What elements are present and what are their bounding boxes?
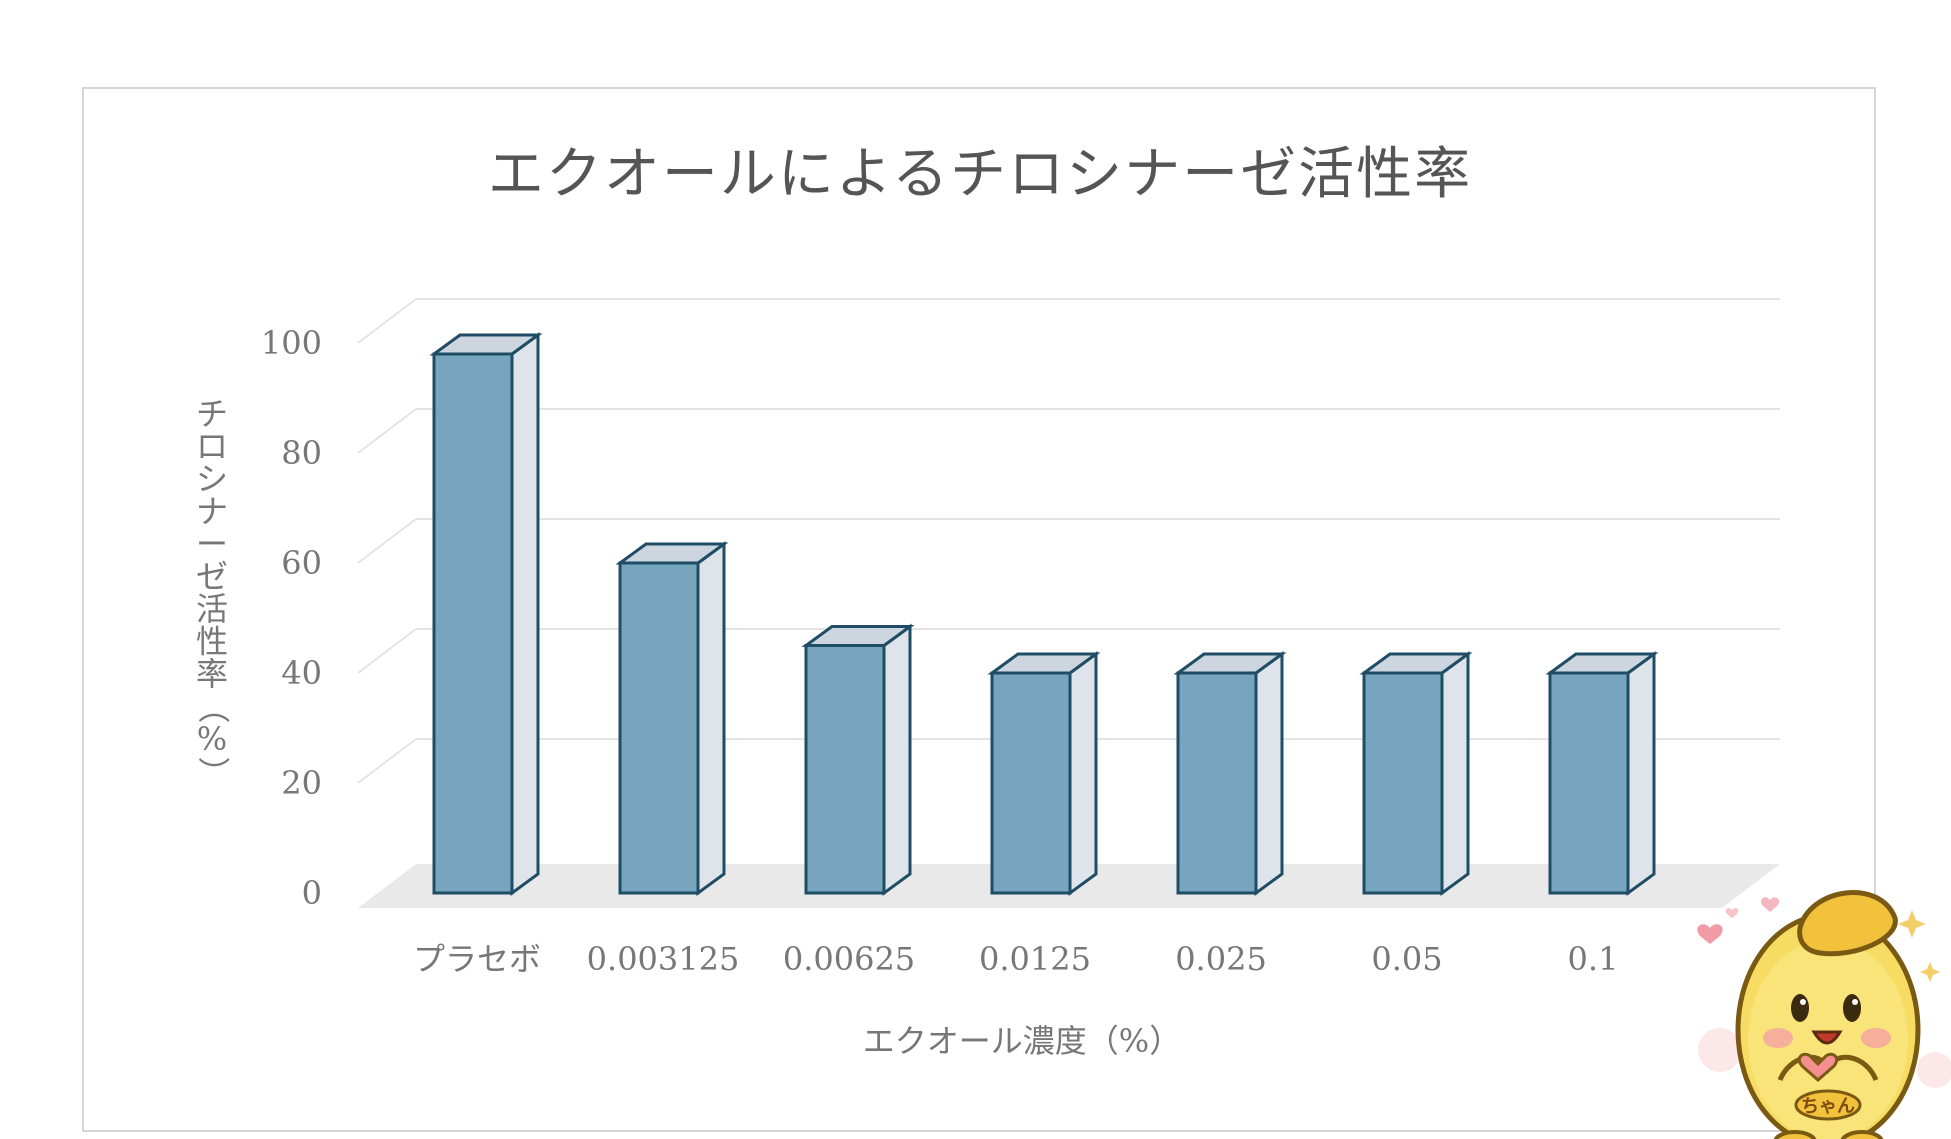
y-tick-label: 40 [281, 654, 322, 692]
bar-front-face [618, 561, 700, 895]
bar-side-face [696, 541, 726, 896]
bar-front-face [804, 644, 886, 895]
bar-front-face [1362, 671, 1444, 895]
y-axis-ticks: 0 20 40 60 80 100 [261, 324, 322, 912]
bar-front-face [1548, 671, 1630, 895]
y-axis-title-char: チ [196, 395, 228, 433]
x-tick-label: 0.0125 [979, 940, 1091, 978]
bar-side-face [1254, 651, 1284, 896]
chart-frame [82, 87, 1876, 1132]
x-tick-label: 0.1 [1568, 940, 1619, 978]
egg-mascot-icon: ちゃん [1697, 890, 1951, 1139]
y-tick-label: 60 [281, 544, 322, 582]
mascot-badge: ちゃん [1801, 1096, 1855, 1117]
gridlines [357, 298, 1780, 784]
bar [1173, 651, 1287, 896]
bar-front-face [990, 671, 1072, 895]
bar-side-face [510, 332, 540, 896]
chart-title: エクオールによるチロシナーゼ活性率 [488, 142, 1472, 207]
gridline-diagonal [357, 628, 417, 674]
y-axis-title: チロシナーゼ活性率（%） [194, 395, 232, 789]
y-axis-title-char: % [197, 720, 227, 758]
bar [1359, 651, 1473, 896]
bar [615, 541, 729, 896]
x-axis-title: エクオール濃度（%） [863, 1022, 1181, 1060]
sparkle-hearts [1697, 897, 1951, 1088]
bars [429, 332, 1659, 896]
x-tick-label: 0.05 [1371, 940, 1442, 978]
y-axis-title-char: 率 [196, 655, 228, 693]
y-axis-title-char: ロ [196, 428, 228, 466]
bar [1545, 651, 1659, 896]
x-tick-label: プラセボ [413, 940, 541, 978]
y-tick-label: 20 [281, 764, 322, 802]
x-tick-label: 0.00625 [783, 940, 915, 978]
y-axis-title-char: ゼ [196, 558, 228, 596]
y-axis-title-char: （ [194, 691, 232, 723]
y-axis-title-char: ） [194, 756, 232, 788]
y-tick-label: 0 [302, 874, 322, 912]
y-axis-title-char: ー [196, 525, 228, 563]
y-tick-label: 80 [281, 434, 322, 472]
x-tick-label: 0.025 [1175, 940, 1267, 978]
bar-side-face [882, 623, 912, 896]
gridline-diagonal [357, 408, 417, 454]
bar-side-face [1626, 651, 1656, 896]
x-tick-label: 0.003125 [587, 940, 740, 978]
bar-side-face [1068, 651, 1098, 896]
y-tick-label: 100 [261, 324, 322, 362]
bar [987, 651, 1101, 896]
x-axis-ticks: プラセボ 0.003125 0.00625 0.0125 0.025 0.05 0.1 [413, 940, 1618, 978]
bar-front-face [432, 352, 514, 895]
gridline-diagonal [357, 298, 417, 344]
bar-front-face [1176, 671, 1258, 895]
gridline-diagonal [357, 738, 417, 784]
y-axis-title-char: ナ [196, 493, 228, 531]
y-axis-title-char: 性 [196, 623, 228, 661]
bar [801, 623, 915, 896]
y-axis-title-char: シ [196, 460, 228, 498]
bar-side-face [1440, 651, 1470, 896]
gridline-diagonal [357, 518, 417, 564]
bar [429, 332, 543, 896]
y-axis-title-char: 活 [196, 590, 228, 628]
